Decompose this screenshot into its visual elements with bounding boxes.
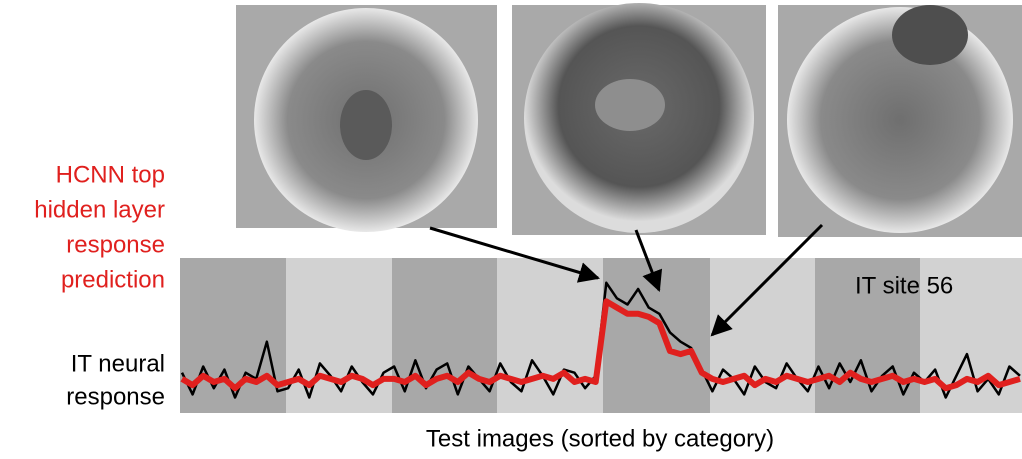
series-label: HCNN top: [56, 161, 165, 188]
series-label: response: [66, 383, 165, 410]
series-label: IT neural: [71, 350, 165, 377]
face: [595, 79, 665, 131]
series-label: hidden layer: [34, 196, 165, 223]
image-scene: [787, 7, 1013, 233]
x-axis-label: Test images (sorted by category): [426, 425, 774, 452]
arrow: [710, 223, 824, 337]
series-label: prediction: [61, 266, 165, 293]
series-labels: IT neural response HCNN top hidden layer res…: [34, 161, 165, 410]
band: [815, 258, 920, 413]
traces: [180, 281, 1021, 399]
band: [710, 258, 815, 413]
face: [340, 90, 392, 160]
site-label: IT site 56: [855, 272, 953, 299]
band: [392, 258, 497, 413]
arrow: [634, 229, 663, 292]
face: [892, 5, 968, 65]
arrow: [429, 226, 601, 283]
band: [920, 258, 1022, 413]
trace-line: [180, 298, 1021, 392]
series-label: response: [66, 231, 165, 258]
stimulus-images: [236, 3, 1022, 237]
arrows: [429, 223, 824, 337]
